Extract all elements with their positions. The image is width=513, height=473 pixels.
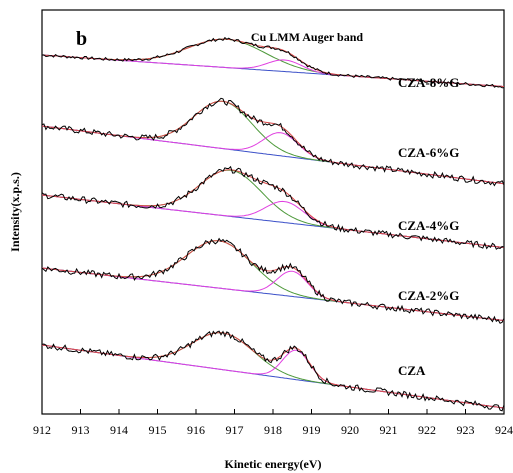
series-label: CZA-8%G [398, 75, 459, 90]
x-tick-label: 919 [303, 423, 321, 437]
x-tick-label: 915 [149, 423, 167, 437]
series-label: CZA-4%G [398, 218, 459, 233]
peak1-fit [41, 169, 505, 248]
x-tick-label: 921 [380, 423, 398, 437]
envelope-fit [41, 240, 505, 321]
series-layer: CZA-8%G CZA-6%G CZA-4%G CZA-2%G CZA [41, 36, 505, 412]
x-tick-label: 916 [187, 423, 205, 437]
x-tick-label: 923 [457, 423, 475, 437]
series-label: CZA-2%G [398, 288, 459, 303]
raw-spectrum [41, 330, 505, 412]
raw-spectrum [41, 237, 505, 324]
series-cza: CZA [41, 330, 505, 412]
raw-spectrum [41, 36, 505, 89]
peak1-fit [41, 240, 505, 321]
x-tick-label: 922 [418, 423, 436, 437]
panel-letter: b [76, 28, 87, 50]
x-tick-label: 913 [72, 423, 90, 437]
x-tick-label: 917 [226, 423, 244, 437]
x-tick-label: 912 [33, 423, 51, 437]
series-cza-4-g: CZA-4%G [41, 165, 505, 250]
series-cza-2-g: CZA-2%G [41, 237, 505, 324]
raw-spectrum [41, 97, 505, 187]
x-axis: 912 913 914 915 916 917 918 919 920 921 922 923 924 [33, 409, 513, 437]
x-tick-label: 920 [341, 423, 359, 437]
series-label: CZA [398, 363, 426, 378]
series-cza-6-g: CZA-6%G [41, 97, 505, 187]
x-axis-title: Kinetic energy(eV) [225, 457, 322, 471]
x-tick-label: 924 [495, 423, 513, 437]
chart-title: Cu LMM Auger band [251, 30, 363, 44]
series-label: CZA-6%G [398, 145, 459, 160]
envelope-fit [41, 332, 505, 409]
x-tick-label: 914 [110, 423, 128, 437]
peak1-fit [41, 332, 505, 409]
raw-spectrum [41, 165, 505, 250]
envelope-fit [41, 169, 505, 248]
series-cza-8-g: CZA-8%G [41, 36, 505, 90]
y-axis-title: Intensity(x.p.s.) [8, 172, 22, 252]
x-tick-label: 918 [264, 423, 282, 437]
